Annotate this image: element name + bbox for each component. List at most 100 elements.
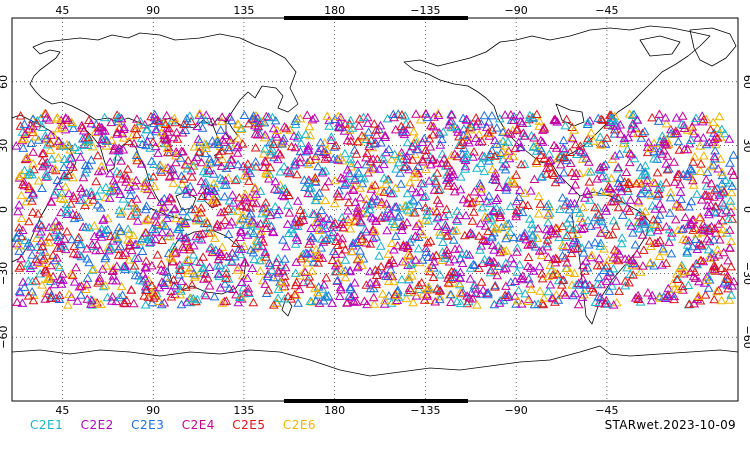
observation-marker bbox=[62, 226, 72, 236]
observation-marker bbox=[369, 138, 380, 148]
observation-marker bbox=[442, 158, 452, 167]
observation-marker bbox=[180, 185, 191, 195]
observation-marker bbox=[529, 174, 540, 183]
observation-marker bbox=[358, 112, 369, 121]
observation-marker bbox=[685, 135, 696, 144]
observation-marker bbox=[401, 240, 412, 250]
observation-marker bbox=[420, 164, 431, 173]
observation-marker bbox=[469, 260, 480, 269]
observation-marker bbox=[104, 193, 115, 202]
observation-marker bbox=[627, 120, 638, 130]
observation-marker bbox=[495, 295, 505, 305]
observation-marker bbox=[20, 129, 30, 138]
observation-marker bbox=[590, 237, 600, 247]
observation-marker bbox=[337, 239, 348, 248]
observation-marker bbox=[464, 250, 475, 259]
observation-marker bbox=[572, 229, 583, 238]
observation-marker bbox=[696, 159, 706, 168]
observation-marker bbox=[607, 113, 618, 122]
observation-marker bbox=[474, 231, 484, 240]
observation-marker bbox=[305, 236, 316, 245]
observation-marker bbox=[725, 207, 736, 216]
observation-marker bbox=[711, 286, 722, 296]
observation-marker bbox=[423, 281, 434, 291]
observation-marker bbox=[87, 265, 98, 274]
observation-marker bbox=[557, 250, 568, 260]
observation-marker bbox=[640, 206, 651, 216]
observation-marker bbox=[597, 216, 607, 226]
observation-marker bbox=[383, 144, 394, 153]
observation-marker bbox=[709, 151, 720, 161]
observation-marker bbox=[318, 295, 329, 305]
observation-marker bbox=[212, 196, 222, 206]
observation-marker bbox=[623, 132, 634, 142]
observation-marker bbox=[320, 181, 330, 191]
observation-marker bbox=[453, 127, 463, 136]
observation-marker bbox=[60, 181, 71, 191]
observation-marker bbox=[644, 188, 654, 198]
observation-marker bbox=[556, 151, 566, 161]
observation-marker bbox=[303, 143, 314, 153]
observation-marker bbox=[110, 181, 121, 191]
observation-marker bbox=[53, 136, 64, 145]
observation-marker bbox=[610, 221, 621, 230]
observation-marker bbox=[365, 283, 376, 293]
observation-marker bbox=[166, 291, 177, 301]
observation-marker bbox=[291, 277, 302, 287]
observation-marker bbox=[635, 162, 646, 172]
observation-marker bbox=[719, 186, 730, 196]
observation-marker bbox=[361, 159, 372, 169]
observation-marker bbox=[606, 173, 617, 183]
observation-marker bbox=[314, 188, 325, 197]
observation-marker bbox=[423, 216, 434, 225]
observation-marker bbox=[712, 123, 723, 132]
observation-marker bbox=[307, 209, 318, 218]
observation-marker bbox=[527, 223, 538, 233]
observation-marker bbox=[126, 285, 137, 294]
observation-marker bbox=[354, 114, 365, 123]
observation-marker bbox=[512, 242, 523, 252]
observation-marker bbox=[288, 161, 299, 170]
observation-marker bbox=[333, 155, 344, 164]
observation-marker bbox=[526, 284, 537, 293]
observation-marker bbox=[216, 249, 227, 259]
observation-marker bbox=[658, 243, 668, 253]
observation-marker bbox=[174, 185, 184, 194]
observation-marker bbox=[374, 251, 385, 260]
observation-marker bbox=[371, 277, 382, 286]
observation-marker bbox=[200, 269, 211, 278]
observation-marker bbox=[450, 244, 460, 253]
observation-marker bbox=[86, 118, 97, 128]
observation-marker bbox=[534, 261, 545, 271]
observation-marker bbox=[205, 154, 215, 163]
observation-marker bbox=[703, 207, 714, 216]
observation-marker bbox=[318, 220, 329, 229]
observation-marker bbox=[302, 110, 313, 119]
observation-marker bbox=[661, 177, 672, 187]
observation-marker bbox=[19, 165, 30, 175]
observation-marker bbox=[613, 178, 624, 187]
observation-marker bbox=[127, 177, 138, 186]
map-frame-top-bar bbox=[284, 16, 468, 20]
observation-marker bbox=[598, 161, 609, 170]
observation-marker bbox=[315, 137, 326, 147]
observation-marker bbox=[74, 212, 85, 221]
observation-marker bbox=[560, 144, 570, 154]
observation-marker bbox=[486, 265, 496, 274]
observation-marker bbox=[226, 115, 237, 125]
observation-marker bbox=[199, 178, 210, 188]
observation-marker bbox=[322, 145, 333, 154]
observation-marker bbox=[28, 121, 39, 131]
observation-marker bbox=[679, 144, 690, 154]
observation-marker bbox=[349, 297, 360, 306]
observation-marker bbox=[603, 299, 613, 308]
observation-marker bbox=[248, 228, 259, 238]
observation-marker bbox=[340, 148, 350, 158]
observation-marker bbox=[224, 195, 235, 205]
observation-marker bbox=[86, 155, 97, 164]
observation-marker bbox=[243, 283, 254, 293]
observation-marker bbox=[379, 159, 389, 169]
observation-marker bbox=[97, 165, 107, 175]
observation-marker bbox=[322, 233, 332, 242]
observation-marker bbox=[258, 149, 269, 158]
